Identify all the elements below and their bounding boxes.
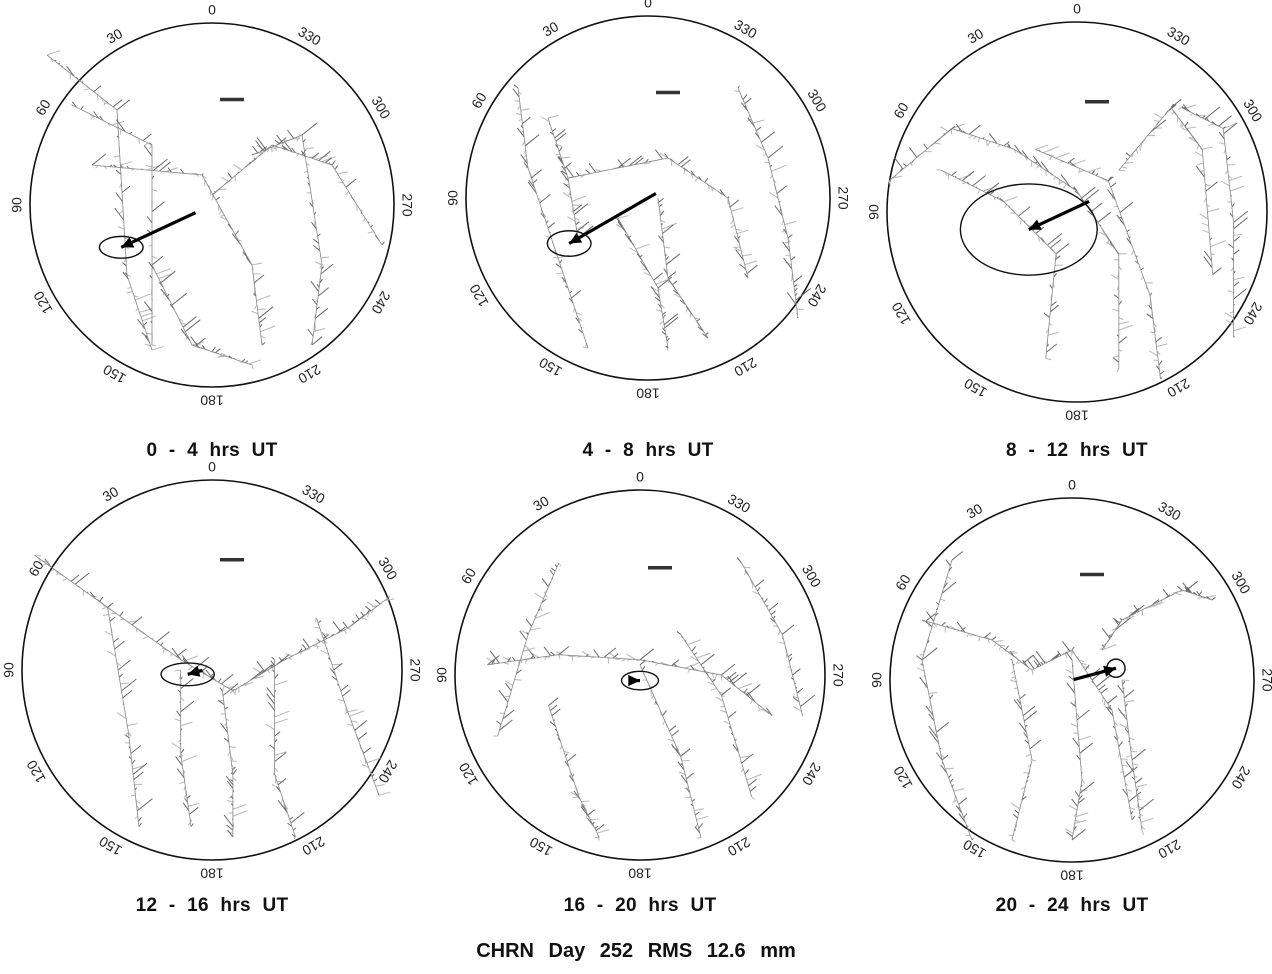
arrowhead (628, 674, 640, 687)
panel-caption: 4 - 8 hrs UT (582, 440, 714, 461)
arrowhead (1028, 219, 1042, 230)
mean-vector-arrow (568, 192, 657, 245)
residual-traces (916, 551, 1217, 843)
azimuth-tick-label: 0 (208, 2, 216, 18)
azimuth-tick-label: 270 (1259, 668, 1272, 692)
residual-traces (34, 554, 395, 840)
panel-caption: 8 - 12 hrs UT (1006, 440, 1148, 461)
sky-horizon-circle (465, 15, 831, 381)
azimuth-tick-label: 180 (1060, 867, 1084, 883)
error-ellipse (160, 662, 215, 687)
azimuth-tick-label: 30 (965, 25, 987, 47)
azimuth-tick-label: 60 (32, 96, 54, 118)
azimuth-tick-label: 60 (468, 89, 490, 111)
azimuth-tick-label: 270 (835, 186, 851, 210)
azimuth-tick-label: 0 (644, 0, 652, 11)
mean-vector-arrow (120, 211, 197, 249)
sky-horizon-circle (886, 21, 1268, 403)
arrowhead (187, 665, 201, 677)
sky-horizon-circle (29, 22, 395, 388)
error-ellipse (98, 235, 144, 259)
residual-traces (486, 557, 816, 841)
azimuth-tick-label: 60 (892, 571, 914, 593)
azimuth-tick-label: 90 (869, 672, 885, 688)
arrowhead (1103, 665, 1116, 677)
arrowhead (569, 232, 583, 244)
error-ellipse (620, 670, 660, 691)
azimuth-tick-label: 180 (1065, 407, 1089, 423)
panel-caption: 20 - 24 hrs UT (995, 895, 1149, 916)
azimuth-tick-label: 180 (636, 385, 660, 401)
error-ellipse (959, 183, 1098, 276)
sky-horizon-circle (21, 479, 403, 861)
azimuth-tick-label: 0 (208, 459, 216, 475)
azimuth-tick-label: 90 (1, 662, 17, 678)
azimuth-tick-label: 60 (890, 99, 912, 121)
residual-traces (46, 50, 385, 370)
figure-title: CHRN Day 252 RMS 12.6 mm (476, 940, 796, 962)
azimuth-tick-label: 30 (100, 483, 122, 505)
azimuth-tick-label: 270 (830, 663, 846, 687)
azimuth-tick-label: 90 (445, 190, 461, 206)
azimuth-tick-label: 270 (407, 658, 423, 682)
azimuth-tick-label: 90 (434, 667, 450, 683)
azimuth-tick-label: 30 (104, 25, 126, 47)
azimuth-tick-label: 180 (200, 392, 224, 408)
azimuth-tick-label: 30 (964, 500, 986, 522)
residual-traces (512, 84, 812, 351)
azimuth-tick-label: 270 (399, 193, 415, 217)
sky-horizon-circle (454, 489, 826, 861)
panel-caption: 16 - 20 hrs UT (563, 895, 717, 916)
azimuth-tick-label: 180 (200, 865, 224, 881)
azimuth-tick-label: 90 (866, 204, 882, 220)
azimuth-tick-label: 0 (1068, 477, 1076, 493)
panel-caption: 0 - 4 hrs UT (146, 440, 278, 461)
azimuth-tick-label: 30 (540, 18, 562, 40)
sky-horizon-circle (889, 497, 1255, 863)
error-ellipse (546, 230, 592, 257)
azimuth-tick-label: 180 (628, 865, 652, 881)
azimuth-tick-label: 30 (530, 492, 552, 514)
azimuth-tick-label: 0 (1073, 1, 1081, 17)
azimuth-tick-label: 90 (9, 197, 25, 213)
azimuth-tick-label: 60 (457, 565, 479, 587)
azimuth-tick-label: 0 (636, 469, 644, 485)
residual-traces (888, 98, 1249, 380)
arrowhead (121, 237, 135, 248)
panel-caption: 12 - 16 hrs UT (135, 895, 289, 916)
azimuth-tick-label: 60 (25, 557, 47, 579)
